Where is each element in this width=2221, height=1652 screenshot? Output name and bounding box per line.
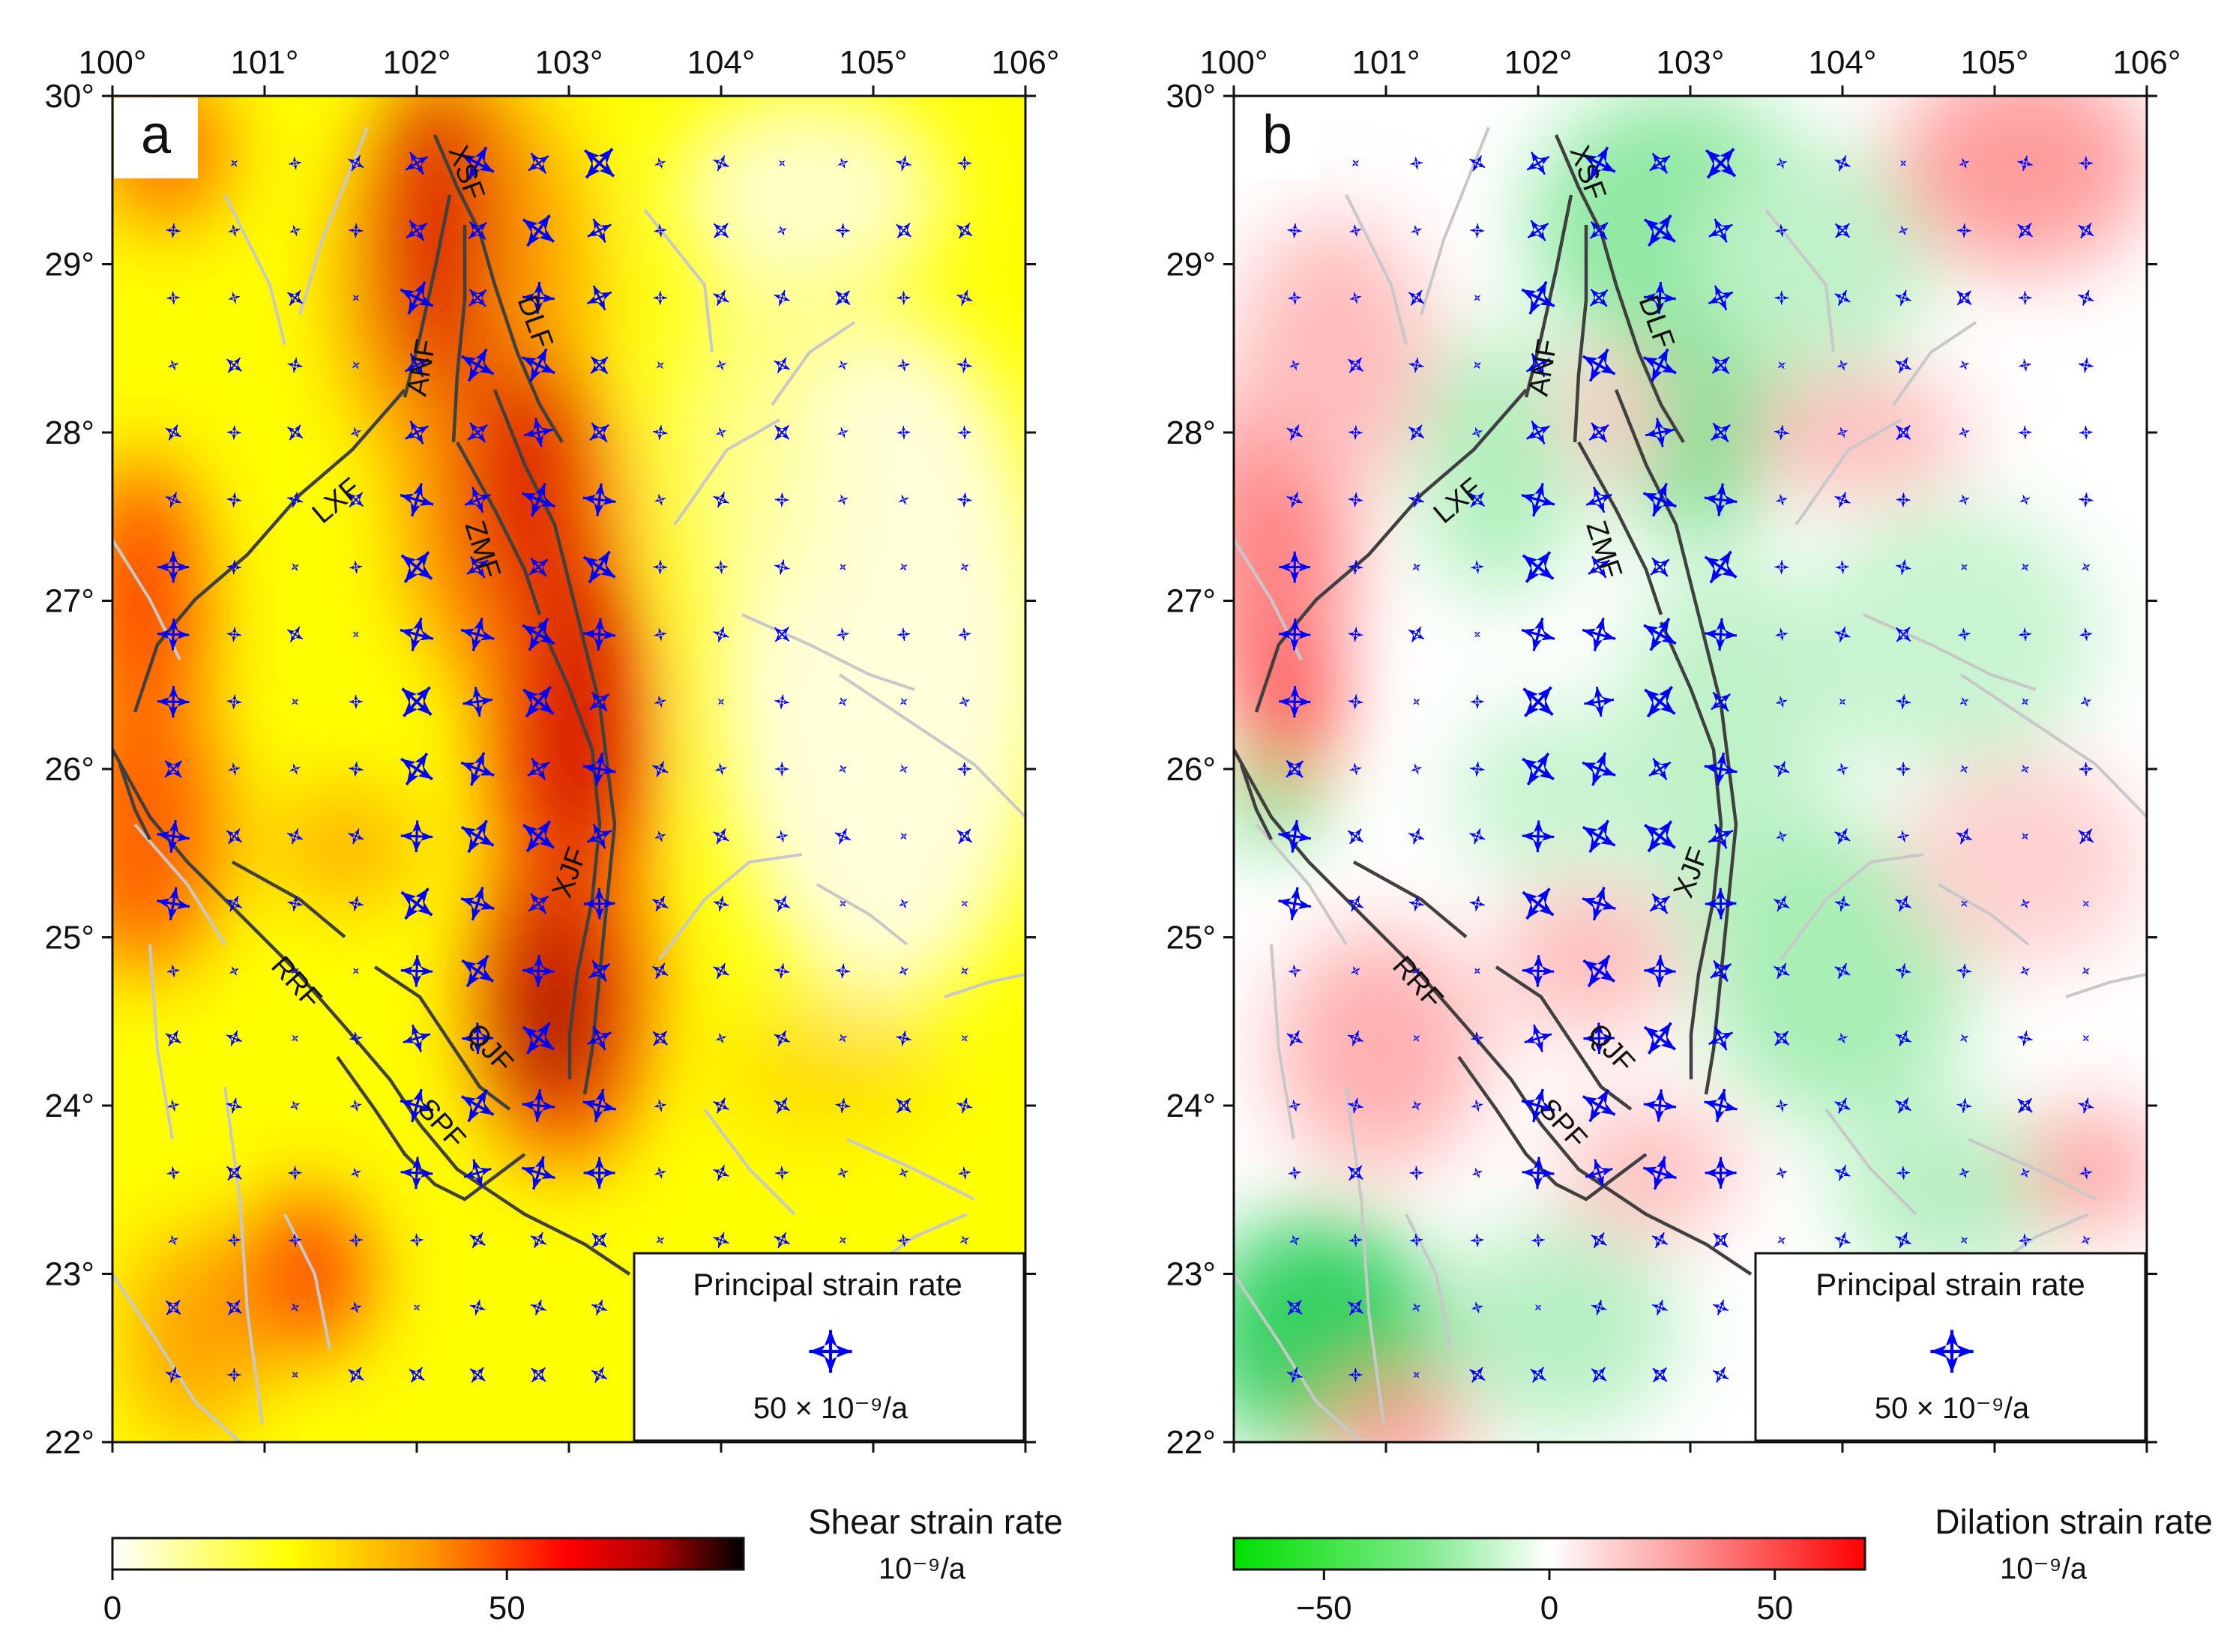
y-tick-label: 25° <box>1166 920 1216 956</box>
x-tick-label: 106° <box>2112 44 2181 81</box>
y-tick-label: 22° <box>44 1424 94 1461</box>
y-tick-label: 23° <box>44 1256 94 1293</box>
x-tick-label: 103° <box>534 44 603 81</box>
y-tick-label: 25° <box>44 920 94 956</box>
colorbar-title-b: Dilation strain rate <box>1935 1502 2213 1541</box>
y-tick-label: 28° <box>44 414 94 451</box>
x-tick-label: 105° <box>839 44 907 81</box>
colorbar-b: −50 0 50 Dilation strain rate 10⁻⁹/a <box>1232 1502 2213 1627</box>
y-tick-label: 29° <box>1166 247 1216 283</box>
major-faults-b <box>1234 134 1753 1276</box>
colorbar-tick-label: 50 <box>1756 1590 1793 1627</box>
axes-b: 100° 101° 102° 103° 104° 105° 106° 30° 29° 28° 27°… <box>1166 44 2181 1461</box>
x-tick-label: 102° <box>1504 44 1572 81</box>
colorbar-unit-b: 10⁻⁹/a <box>2000 1552 2088 1585</box>
y-tick-label: 24° <box>44 1088 94 1124</box>
y-tick-label: 24° <box>1166 1088 1216 1124</box>
y-tick-label: 30° <box>44 78 94 115</box>
shear-strain-field: XSF DLF ANF LXF ZMF XJF RRF QJF SPF a Pr… <box>112 96 1025 1442</box>
x-tick-label: 101° <box>230 44 298 81</box>
panel-b: XSF DLF ANF LXF ZMF XJF RRF QJF SPF b Pr… <box>1166 44 2213 1627</box>
x-tick-label: 100° <box>78 44 146 81</box>
panel-a: XSF DLF ANF LXF ZMF XJF RRF QJF SPF a Pr… <box>44 44 1063 1627</box>
colorbar-unit-a: 10⁻⁹/a <box>879 1552 966 1585</box>
legend-scale-b: 50 × 10⁻⁹/a <box>1875 1392 2030 1425</box>
legend-title-b: Principal strain rate <box>1815 1267 2085 1302</box>
y-tick-label: 29° <box>44 247 94 283</box>
colorbar-tick-label: 0 <box>103 1590 121 1627</box>
minor-faults <box>112 127 1025 1442</box>
colorbar-title-a: Shear strain rate <box>808 1502 1063 1541</box>
x-tick-label: 101° <box>1351 44 1420 81</box>
colorbar-tick-label: 50 <box>489 1590 525 1627</box>
x-tick-label: 100° <box>1199 44 1268 81</box>
y-tick-label: 26° <box>1166 751 1216 788</box>
x-tick-label: 103° <box>1656 44 1724 81</box>
dilation-strain-field: XSF DLF ANF LXF ZMF XJF RRF QJF SPF b Pr… <box>1234 96 2147 1442</box>
legend-box-a: Principal strain rate 50 × 10⁻⁹/a <box>633 1252 1025 1442</box>
y-tick-label: 23° <box>1166 1256 1216 1293</box>
y-tick-label: 27° <box>44 583 94 620</box>
legend-box-b: Principal strain rate 50 × 10⁻⁹/a <box>1754 1252 2147 1442</box>
colorbar-a: 0 50 Shear strain rate 10⁻⁹/a <box>103 1502 1063 1627</box>
colorbar-gradient-b <box>1232 1537 1866 1571</box>
colorbar-gradient-a <box>111 1537 745 1571</box>
colorbar-tick-label: −50 <box>1296 1590 1352 1627</box>
x-tick-label: 104° <box>1808 44 1876 81</box>
panel-letter-box <box>114 97 198 178</box>
x-tick-label: 106° <box>991 44 1059 81</box>
y-tick-label: 30° <box>1166 78 1216 115</box>
x-tick-label: 102° <box>382 44 450 81</box>
panel-letter-b: b <box>1262 105 1292 165</box>
colorbar-tick-label: 0 <box>1540 1590 1558 1627</box>
major-faults <box>112 134 631 1276</box>
x-tick-label: 104° <box>687 44 755 81</box>
y-tick-label: 27° <box>1166 583 1216 620</box>
legend-title-a: Principal strain rate <box>693 1267 962 1302</box>
axes-a: 100° 101° 102° 103° 104° 105° 106° 30° 29° 28° 27°… <box>44 44 1059 1461</box>
panel-letter-a: a <box>141 105 172 165</box>
y-tick-label: 28° <box>1166 414 1216 451</box>
minor-faults-b <box>1234 127 2147 1442</box>
y-tick-label: 26° <box>44 751 94 788</box>
panel-letter-box <box>1235 97 1319 178</box>
y-tick-label: 22° <box>1166 1424 1216 1461</box>
legend-scale-a: 50 × 10⁻⁹/a <box>753 1392 908 1425</box>
x-tick-label: 105° <box>1960 44 2028 81</box>
